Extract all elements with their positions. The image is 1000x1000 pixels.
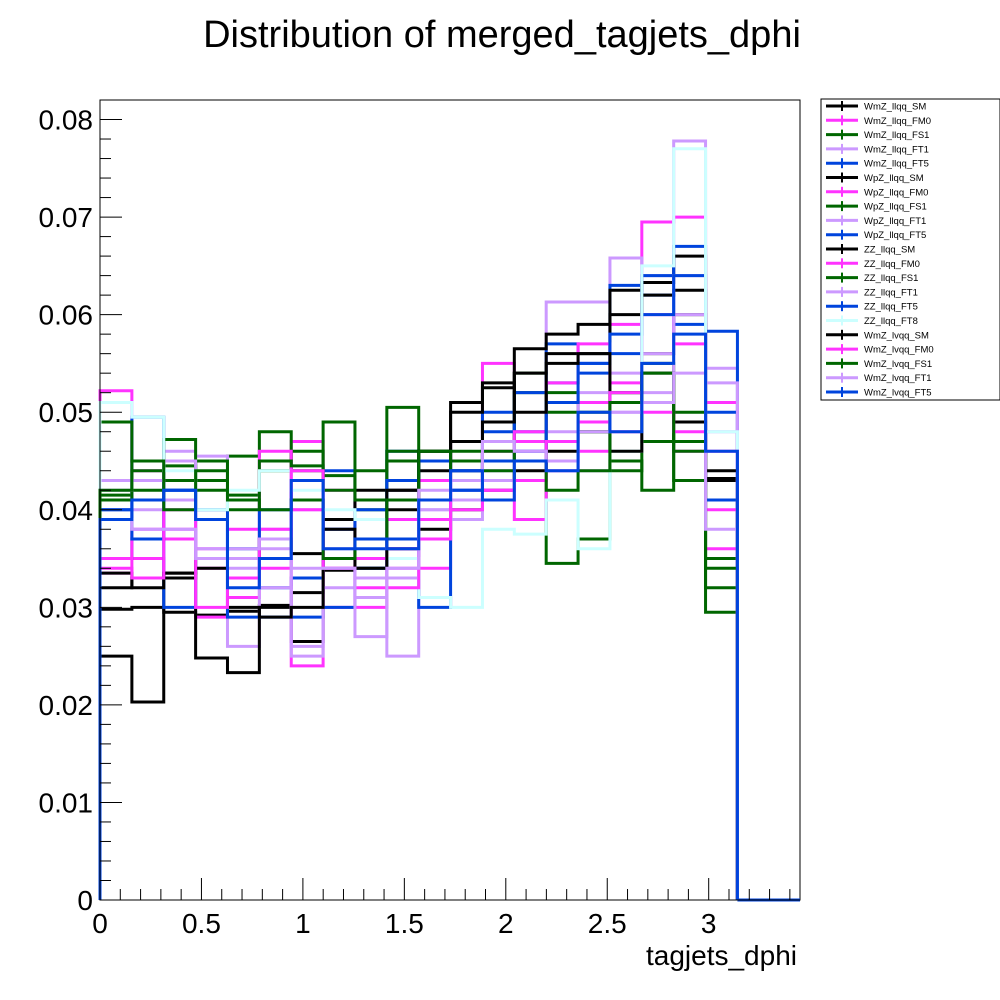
legend: WmZ_llqq_SM WmZ_llqq_FM0 WmZ_llqq_FS1 WmZ_l… [820,98,1000,401]
legend-label: WmZ_llqq_FM0 [864,116,931,127]
series-line-wmz-lvqq-ft5 [98,332,739,900]
x-tick-label: 1.5 [385,908,424,939]
legend-entry: WmZ_lvqq_FT5 [826,387,932,399]
y-tick-label: 0.02 [39,690,94,721]
legend-entry: WmZ_lvqq_FS1 [826,358,932,370]
legend-entry: WpZ_llqq_FM0 [826,186,928,198]
x-tick-label: 2.5 [588,908,627,939]
chart-title: Distribution of merged_tagjets_dphi [203,14,801,56]
legend-entry: WpZ_llqq_SM [826,172,924,184]
y-tick-label: 0.01 [39,787,94,818]
legend-label: WmZ_llqq_FT1 [864,144,929,155]
legend-entry: ZZ_llqq_FM0 [826,258,920,270]
legend-entry: WmZ_llqq_FS1 [826,129,929,141]
legend-label: WmZ_lvqq_SM [864,330,929,341]
legend-label: WpZ_llqq_FT1 [864,216,926,227]
legend-entry: ZZ_llqq_FT1 [826,286,918,298]
legend-label: ZZ_llqq_SM [864,245,915,256]
x-tick-label: 3 [701,908,717,939]
legend-entry: WmZ_lvqq_FT1 [826,372,932,384]
y-tick-label: 0 [77,885,93,916]
legend-entry: WpZ_llqq_FT5 [826,229,926,241]
legend-label: WmZ_lvqq_FT1 [864,373,932,384]
legend-entry: WmZ_llqq_FT5 [826,158,929,170]
x-tick-label: 2 [498,908,514,939]
legend-label: WpZ_llqq_FS1 [864,202,927,213]
series-layer [98,139,800,902]
y-tick-label: 0.07 [39,202,94,233]
legend-label: ZZ_llqq_FT1 [864,287,918,298]
legend-entry: ZZ_llqq_FS1 [826,272,918,284]
x-tick-label: 0 [92,908,108,939]
legend-entry: WpZ_llqq_FS1 [826,201,927,213]
x-tick-label: 1 [295,908,311,939]
y-tick-label: 0.04 [39,495,94,526]
legend-label: WmZ_lvqq_FS1 [864,359,932,370]
legend-label: ZZ_llqq_FS1 [864,273,918,284]
legend-label: WmZ_lvqq_FM0 [864,345,934,356]
x-tick-label: 0.5 [182,908,221,939]
y-tick-label: 0.06 [39,300,94,331]
y-tick-label: 0.03 [39,592,94,623]
legend-entry: WmZ_llqq_SM [826,101,926,113]
legend-entry: ZZ_llqq_FT8 [826,315,918,327]
legend-entry: WmZ_llqq_FM0 [826,115,931,127]
y-tick-label: 0.08 [39,105,94,136]
legend-label: WpZ_llqq_FT5 [864,230,926,241]
legend-label: WpZ_llqq_SM [864,173,924,184]
legend-entry: ZZ_llqq_SM [826,244,915,256]
x-axis-label: tagjets_dphi [646,940,797,971]
legend-entries: WmZ_llqq_SM WmZ_llqq_FM0 WmZ_llqq_FS1 WmZ_l… [826,101,934,399]
legend-entry: WpZ_llqq_FT1 [826,215,926,227]
legend-label: ZZ_llqq_FT5 [864,302,918,313]
legend-label: ZZ_llqq_FM0 [864,259,920,270]
legend-label: WmZ_lvqq_FT5 [864,388,932,399]
legend-entry: ZZ_llqq_FT5 [826,301,918,313]
legend-label: ZZ_llqq_FT8 [864,316,918,327]
axes-layer: 0 0.5 1 1.5 2 2.5 3 0 0.01 0.02 0.03 0.04 0.05 0.06 0.… [39,99,800,939]
y-tick-label: 0.05 [39,397,94,428]
legend-label: WmZ_llqq_SM [864,102,926,113]
legend-label: WmZ_llqq_FT5 [864,159,929,170]
legend-label: WmZ_llqq_FS1 [864,130,929,141]
legend-entry: WmZ_llqq_FT1 [826,143,929,155]
legend-entry: WmZ_lvqq_SM [826,329,929,341]
legend-entry: WmZ_lvqq_FM0 [826,344,934,356]
legend-label: WpZ_llqq_FM0 [864,187,928,198]
